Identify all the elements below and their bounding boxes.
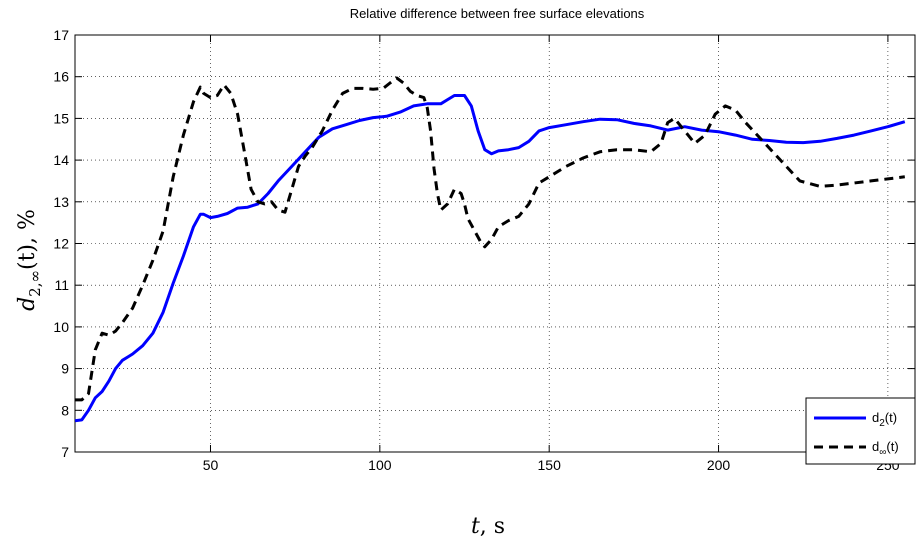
chart-title: Relative difference between free surface… [350,6,645,21]
y-tick-label: 10 [53,319,69,335]
y-axis-label: d2,∞(t), % [15,209,44,311]
y-tick-label: 11 [54,277,69,293]
y-axis-base: d [15,297,40,311]
x-tick-label: 50 [203,457,219,473]
x-tick-label: 150 [538,457,562,473]
y-tick-label: 9 [61,361,69,377]
y-axis-sub: 2,∞ [26,270,44,297]
svg-text:t, s: t, s [471,514,505,539]
series-line-1 [75,76,905,402]
y-tick-label: 17 [53,27,69,43]
series-group [74,76,906,423]
svg-text:d2,∞(t), %: d2,∞(t), % [15,209,44,311]
x-axis-unit: , s [480,514,505,539]
x-tick-label: 200 [707,457,731,473]
y-tick-label: 16 [53,69,69,85]
legend-box [805,397,916,465]
x-axis-var: t [471,514,480,539]
y-tick-label: 8 [61,402,69,418]
legend-label-dinf: d∞(t) [872,439,899,458]
y-axis-rest: (t), % [15,209,40,270]
y-tick-label: 14 [53,152,69,168]
grid [75,35,915,452]
y-tick-label: 15 [53,110,69,126]
legend: d2(t) d∞(t) [805,397,916,465]
x-tick-label: 100 [368,457,392,473]
x-axis-label: t, s [471,514,505,539]
y-tick-label: 13 [53,194,69,210]
y-tick-label: 7 [61,444,69,460]
legend-label-d2: d2(t) [872,410,897,429]
y-tick-label: 12 [53,236,69,252]
